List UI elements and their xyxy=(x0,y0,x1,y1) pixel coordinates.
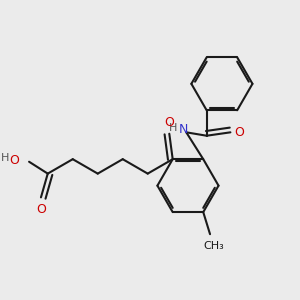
Text: H: H xyxy=(1,153,9,163)
Text: H: H xyxy=(169,123,178,133)
Text: CH₃: CH₃ xyxy=(203,241,224,251)
Text: O: O xyxy=(164,116,174,129)
Text: O: O xyxy=(36,203,46,217)
Text: O: O xyxy=(10,154,20,166)
Text: O: O xyxy=(235,126,244,139)
Text: N: N xyxy=(179,123,188,136)
